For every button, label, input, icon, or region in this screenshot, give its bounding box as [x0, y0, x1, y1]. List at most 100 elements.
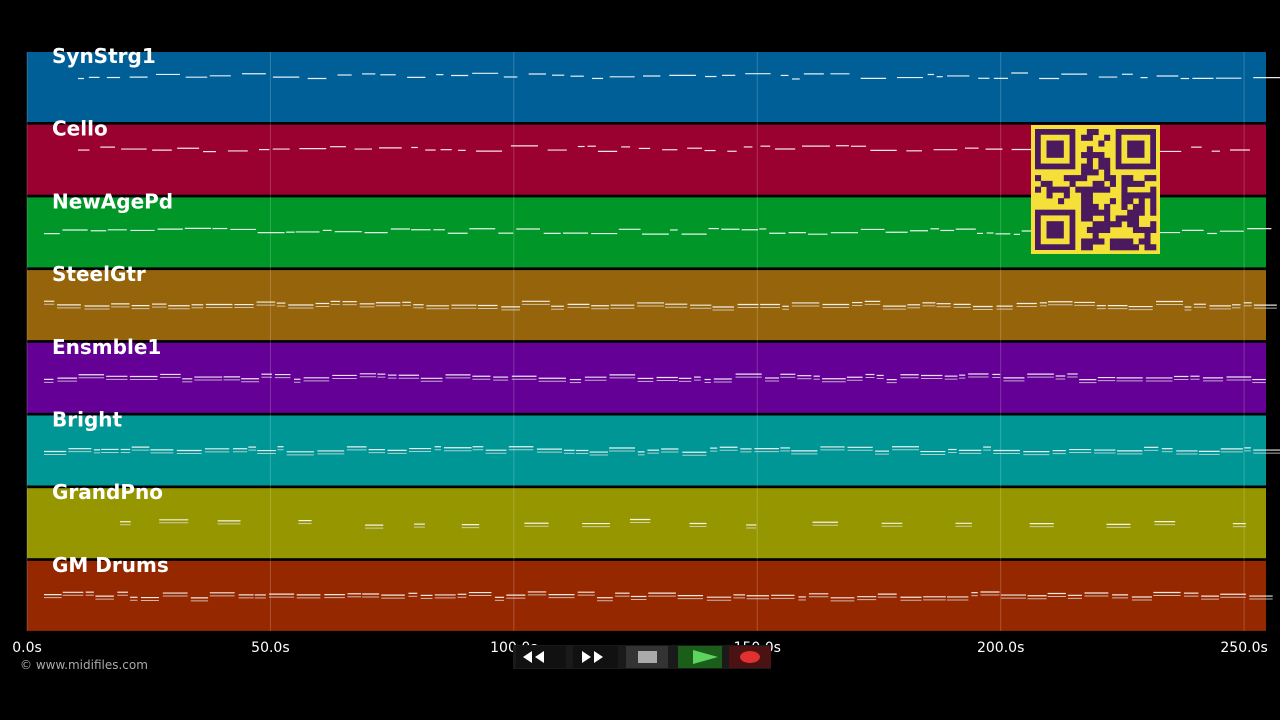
qr-module — [1086, 226, 1093, 234]
qr-module — [1132, 244, 1140, 251]
qr-module — [1086, 215, 1093, 222]
track-name: GM Drums — [52, 553, 169, 577]
track-name: Cello — [52, 117, 108, 141]
qr-module — [1132, 203, 1140, 210]
qr-module — [1086, 244, 1093, 251]
qr-module — [1138, 198, 1145, 205]
qr-module — [1081, 238, 1088, 245]
tick-label: 0.0s — [12, 640, 42, 656]
qr-module — [1063, 192, 1070, 199]
stop-button[interactable] — [626, 646, 668, 668]
track-name: Ensmble1 — [52, 335, 161, 359]
qr-module — [1035, 175, 1042, 182]
qr-finder — [1046, 221, 1064, 239]
rewind-button[interactable] — [516, 646, 566, 668]
qr-module — [1150, 203, 1157, 210]
qr-module — [1098, 238, 1105, 245]
qr-module — [1109, 175, 1116, 182]
qr-module — [1115, 244, 1122, 251]
qr-module — [1138, 226, 1145, 234]
qr-module — [1127, 198, 1134, 205]
qr-module — [1098, 226, 1105, 234]
qr-module — [1109, 180, 1116, 187]
play-button[interactable] — [678, 646, 722, 668]
track-lane — [27, 52, 1266, 122]
qr-module — [1092, 169, 1099, 176]
qr-module — [1109, 221, 1116, 228]
qr-module — [1127, 209, 1134, 216]
qr-module — [1086, 163, 1093, 170]
qr-module — [1138, 192, 1145, 199]
qr-module — [1092, 238, 1099, 245]
qr-module — [1121, 175, 1128, 182]
qr-module — [1092, 180, 1099, 187]
forward-button[interactable] — [573, 646, 618, 668]
qr-module — [1052, 186, 1059, 193]
labels: SynStrg1 Cello NewAgePd SteelGtr Ensmble1 Bri… — [12, 44, 1268, 656]
qr-module — [1127, 192, 1134, 199]
qr-module — [1127, 175, 1134, 182]
qr-module — [1098, 221, 1105, 228]
qr-module — [1098, 209, 1105, 216]
qr-module — [1127, 238, 1134, 245]
qr-module — [1109, 198, 1116, 205]
tick-label: 50.0s — [251, 640, 289, 656]
qr-module — [1086, 129, 1093, 136]
qr-module — [1104, 134, 1111, 141]
qr-module — [1081, 215, 1088, 222]
copyright: © www.midifiles.com — [20, 658, 148, 672]
qr-module — [1121, 238, 1128, 245]
qr-module — [1144, 244, 1151, 251]
qr-module — [1086, 192, 1093, 199]
qr-module — [1144, 226, 1151, 234]
track-name: NewAgePd — [52, 189, 173, 213]
qr-module — [1138, 180, 1145, 187]
qr-module — [1086, 169, 1093, 176]
qr-module — [1150, 209, 1157, 216]
qr-module — [1092, 129, 1099, 136]
forward-icon — [582, 651, 603, 663]
qr-module — [1081, 175, 1088, 182]
tick-label: 200.0s — [977, 640, 1024, 656]
qr-module — [1081, 198, 1088, 205]
qr-module — [1086, 198, 1093, 205]
tick-label: 250.0s — [1220, 640, 1267, 656]
qr-module — [1035, 186, 1042, 193]
qr-module — [1098, 157, 1105, 164]
track-name: SynStrg1 — [52, 44, 156, 68]
qr-module — [1104, 215, 1111, 222]
qr-module — [1086, 146, 1093, 153]
qr-module — [1098, 163, 1105, 170]
qr-module — [1086, 238, 1093, 245]
qr-module — [1109, 244, 1116, 251]
qr-module — [1081, 203, 1088, 210]
qr-module — [1115, 221, 1122, 228]
qr-module — [1069, 175, 1076, 182]
qr-module — [1132, 209, 1140, 216]
record-button[interactable] — [729, 646, 771, 668]
qr-module — [1138, 238, 1145, 245]
qr-module — [1058, 186, 1065, 193]
qr-module — [1104, 203, 1111, 210]
qr-module — [1081, 244, 1088, 251]
qr-module — [1115, 215, 1122, 222]
qr-module — [1127, 221, 1134, 228]
qr-module — [1063, 175, 1070, 182]
qr-module — [1098, 140, 1105, 147]
qr-code — [1031, 125, 1160, 254]
qr-finder — [1046, 140, 1064, 158]
qr-module — [1046, 192, 1053, 199]
qr-module — [1121, 244, 1128, 251]
qr-module — [1127, 244, 1134, 251]
qr-module — [1104, 163, 1111, 170]
qr-module — [1081, 169, 1088, 176]
qr-module — [1081, 163, 1088, 170]
qr-module — [1150, 198, 1157, 205]
qr-module — [1081, 209, 1088, 216]
grid — [26, 52, 1245, 631]
qr-module — [1104, 209, 1111, 216]
qr-module — [1121, 198, 1128, 205]
qr-module — [1046, 180, 1053, 187]
qr-module — [1150, 221, 1157, 228]
